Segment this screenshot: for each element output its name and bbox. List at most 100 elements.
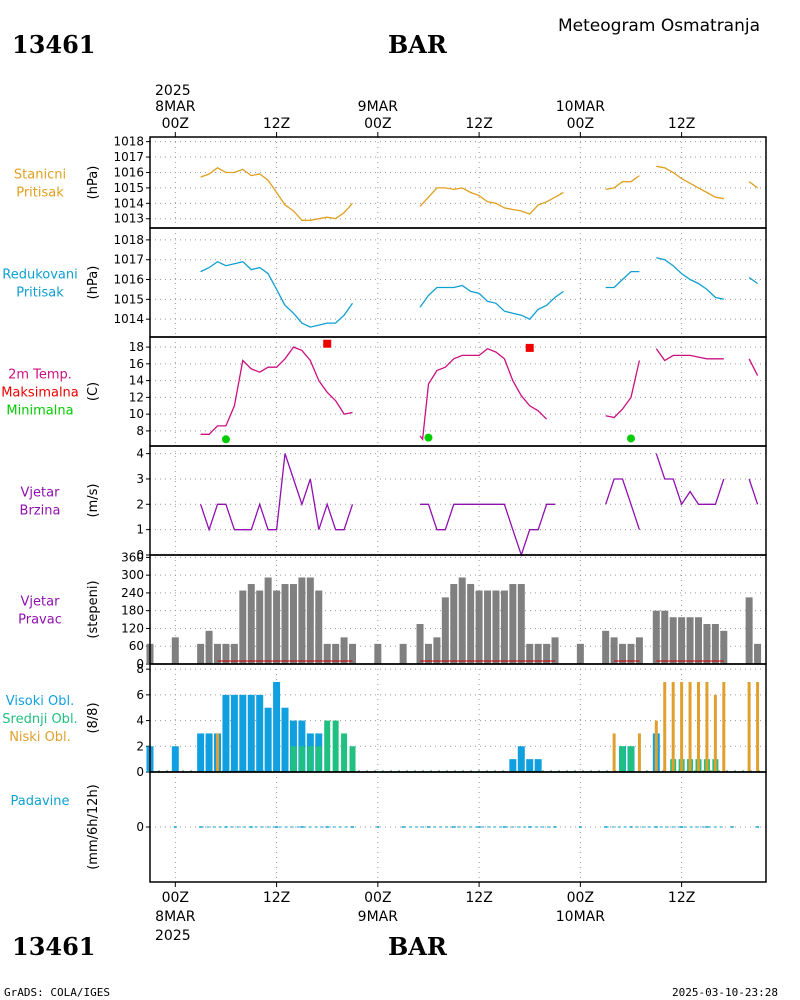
panel-frame: [149, 227, 767, 338]
panel-label: Visoki Obl.: [6, 694, 74, 709]
cloud-bar: [688, 682, 692, 772]
y-tick-label: 0: [136, 820, 144, 834]
y-tick-label: 6: [136, 688, 144, 702]
direction-bar: [230, 643, 238, 664]
direction-bar: [576, 643, 584, 664]
direction-bar: [500, 590, 508, 664]
direction-bar: [619, 643, 627, 664]
cloud-bar: [713, 694, 717, 772]
series-line: [605, 270, 640, 289]
x-tick-label-top: 00Z: [567, 116, 594, 132]
direction-bar: [475, 590, 483, 664]
direction-bar: [652, 610, 660, 664]
panel-padavine: 0 (mm/6h/12h) Padavine: [11, 771, 767, 883]
x-tick-label-top: 12Z: [465, 116, 492, 132]
cloud-bar: [216, 733, 220, 772]
y-tick-label: 1016: [113, 165, 144, 179]
direction-bar: [247, 584, 255, 664]
cloud-bar: [663, 682, 667, 772]
panel-label: Stanicni: [14, 168, 66, 183]
y-axis-label: (C): [86, 382, 101, 401]
y-tick-label: 12: [129, 390, 144, 404]
direction-bar: [694, 617, 702, 664]
direction-bar: [424, 643, 432, 664]
direction-bar: [492, 590, 500, 664]
cloud-bar: [612, 733, 616, 772]
panel-vjetar-brzina: 0 1 2 3 4 (m/s) Vjetar Brzina: [20, 445, 767, 562]
y-axis-label: (stepeni): [86, 580, 101, 638]
direction-bar: [239, 590, 247, 664]
x-tick-label-top: 00Z: [162, 116, 189, 132]
series-line: [200, 167, 353, 221]
direction-bar: [441, 597, 449, 664]
direction-bar: [627, 643, 635, 664]
footer-left: GrADS: COLA/IGES: [4, 986, 110, 999]
y-tick-label: 1016: [113, 273, 144, 287]
series-line: [200, 260, 354, 328]
panel-frame: [149, 336, 767, 447]
x-date-label-top: 10MAR: [556, 99, 605, 115]
series-line: [605, 360, 641, 419]
station-name-top: BAR: [388, 30, 448, 59]
y-axis-label: (8/8): [86, 702, 101, 733]
tmin-marker: [626, 434, 635, 443]
tmin-marker: [221, 435, 230, 444]
y-tick-label: 1015: [113, 292, 144, 306]
y-tick-label: 0: [136, 548, 144, 562]
y-tick-label: 8: [136, 662, 144, 676]
cloud-bar: [637, 733, 641, 772]
y-tick-label: 60: [129, 639, 144, 653]
direction-bar: [534, 643, 542, 664]
y-tick-label: 1018: [113, 135, 144, 149]
cloud-bar: [705, 682, 709, 772]
panel-label: Pravac: [18, 613, 62, 628]
panel-temperatura: 8 10 12 14 16 18 (C) 2m Temp. Maksimalna Minimaln…: [1, 336, 767, 447]
cloud-bar: [534, 759, 542, 772]
direction-bar: [289, 584, 297, 664]
direction-bar: [399, 643, 407, 664]
direction-bar: [315, 590, 323, 664]
cloud-bar: [315, 746, 322, 772]
x-tick-label-top: 00Z: [364, 116, 391, 132]
direction-bar: [281, 584, 289, 664]
y-tick-label: 2: [136, 739, 144, 753]
series-line: [420, 503, 555, 558]
panel-frame: [149, 771, 767, 883]
footer-right: 2025-03-10-23:28: [672, 986, 778, 999]
cloud-bar: [654, 720, 658, 772]
cloud-bar: [247, 694, 255, 772]
y-tick-label: 14: [129, 374, 144, 388]
panel-label: 2m Temp.: [8, 368, 72, 383]
direction-bar: [467, 584, 475, 664]
series-line: [748, 181, 758, 189]
cloud-bar: [722, 682, 726, 772]
cloud-bar: [281, 707, 289, 772]
cloud-bar: [290, 746, 297, 772]
cloud-bar: [619, 746, 626, 772]
direction-bar: [543, 643, 551, 664]
station-id-top: 13461: [12, 30, 96, 59]
series-line: [200, 346, 353, 435]
y-tick-label: 2: [136, 497, 144, 511]
direction-bar: [602, 630, 610, 664]
series-line: [419, 284, 564, 321]
direction-bar: [340, 637, 348, 664]
direction-bar: [711, 624, 719, 664]
cloud-bar: [332, 720, 339, 772]
series-line: [605, 478, 641, 530]
y-tick-label: 1015: [113, 181, 144, 195]
series-line: [419, 347, 548, 441]
direction-bar: [214, 643, 222, 664]
x-tick-label-bottom: 00Z: [567, 890, 594, 906]
y-tick-label: 180: [121, 604, 144, 618]
panel-label: Redukovani: [2, 268, 77, 283]
y-tick-label: 1017: [113, 150, 144, 164]
panel-label: Srednji Obl.: [2, 712, 77, 727]
panel-label: Brzina: [20, 504, 61, 519]
cloud-bar: [526, 759, 534, 772]
panel-frame: [149, 445, 767, 556]
y-tick-label: 1017: [113, 253, 144, 267]
direction-bar: [509, 584, 517, 664]
panel-frame: [149, 136, 767, 229]
direction-bar: [635, 637, 643, 664]
